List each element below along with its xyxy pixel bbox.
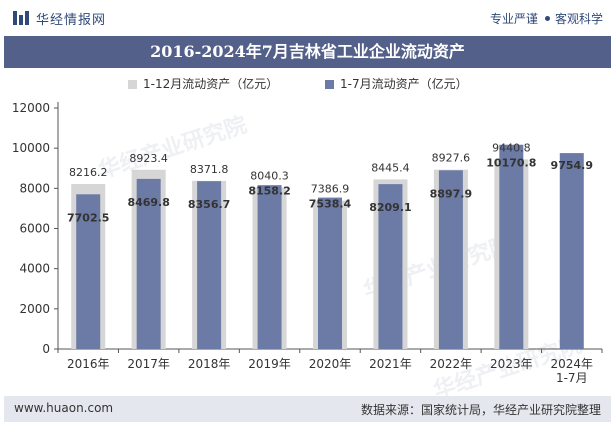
x-tick-label: 2017年: [127, 357, 170, 371]
tagline: 专业严谨 客观科学: [490, 10, 603, 27]
data-label-1-7: 8897.9: [430, 187, 472, 200]
y-tick-label: 0: [42, 342, 50, 356]
legend-swatch-1-12: [128, 80, 137, 89]
tagline-dot-icon: [544, 16, 550, 21]
data-label-1-7: 7538.4: [309, 198, 352, 211]
legend-label-1-7: 1-7月流动资产（亿元）: [340, 77, 468, 91]
chart-title: 2016-2024年7月吉林省工业企业流动资产: [150, 42, 465, 61]
bar-1-7: [318, 197, 342, 349]
bar-1-7: [76, 194, 101, 349]
tagline-left: 专业严谨: [489, 12, 538, 26]
data-label-1-7: 8469.8: [127, 196, 169, 209]
legend-label-1-12: 1-12月流动资产（亿元）: [143, 77, 279, 91]
bar-1-7: [438, 170, 463, 349]
x-tick-label: 2022年: [430, 357, 473, 371]
data-label-1-7: 8158.2: [248, 185, 290, 198]
y-tick-label: 10000: [12, 141, 50, 155]
x-tick-label: 2020年: [309, 357, 352, 371]
data-label-1-7: 8356.7: [188, 198, 230, 211]
footer: www.huaon.com 数据来源：国家统计局，华经产业研究院整理: [4, 396, 611, 422]
bar-1-7: [257, 185, 282, 349]
y-tick-label: 6000: [19, 222, 50, 236]
x-tick-label: 1-7月: [556, 371, 588, 385]
y-tick-label: 8000: [19, 181, 50, 195]
data-label-1-12: 8445.4: [371, 161, 410, 174]
bar-1-7: [559, 153, 584, 349]
bar-1-7: [499, 144, 524, 349]
x-tick-label: 2019年: [248, 357, 291, 371]
data-label-1-7: 10170.8: [486, 156, 536, 169]
data-label-1-12: 8216.2: [69, 166, 108, 179]
footer-source: 数据来源：国家统计局，华经产业研究院整理: [360, 403, 601, 417]
legend-swatch-1-7: [325, 80, 334, 89]
data-label-1-12: 8040.3: [250, 170, 289, 183]
bar-1-7: [197, 181, 222, 349]
footer-website: www.huaon.com: [14, 401, 114, 415]
legend-item-1-12: 1-12月流动资产（亿元）: [128, 74, 278, 94]
data-label-1-7: 8209.1: [369, 201, 411, 214]
y-tick-label: 2000: [19, 302, 50, 316]
huajing-logo-icon: [13, 11, 29, 25]
data-label-1-7: 7702.5: [67, 211, 109, 224]
bar-1-7: [378, 184, 403, 349]
title-bar: 2016-2024年7月吉林省工业企业流动资产: [4, 36, 611, 68]
chart-legend: 1-12月流动资产（亿元） 1-7月流动资产（亿元）: [0, 74, 615, 94]
legend-item-1-7: 1-7月流动资产（亿元）: [325, 74, 468, 94]
logo-text: 华经情报网: [36, 13, 107, 28]
bar-1-7: [136, 178, 161, 349]
x-tick-label: 2024年: [551, 357, 594, 371]
top-bar: 华经情报网 专业严谨 客观科学: [0, 0, 615, 36]
x-tick-label: 2021年: [369, 357, 412, 371]
y-tick-label: 12000: [12, 101, 50, 115]
data-label-1-12: 7386.9: [311, 183, 350, 196]
x-tick-label: 2018年: [188, 357, 231, 371]
tagline-right: 客观科学: [554, 12, 603, 26]
data-label-1-12: 8923.4: [129, 152, 168, 165]
x-tick-label: 2016年: [67, 357, 110, 371]
y-tick-label: 4000: [19, 262, 50, 276]
data-label-1-12: 8371.8: [190, 163, 229, 176]
x-tick-label: 2023年: [490, 357, 533, 371]
data-label-1-12: 8927.6: [432, 152, 471, 165]
data-label-1-7: 9754.9: [551, 159, 593, 172]
data-label-1-12: 9440.8: [492, 141, 531, 154]
